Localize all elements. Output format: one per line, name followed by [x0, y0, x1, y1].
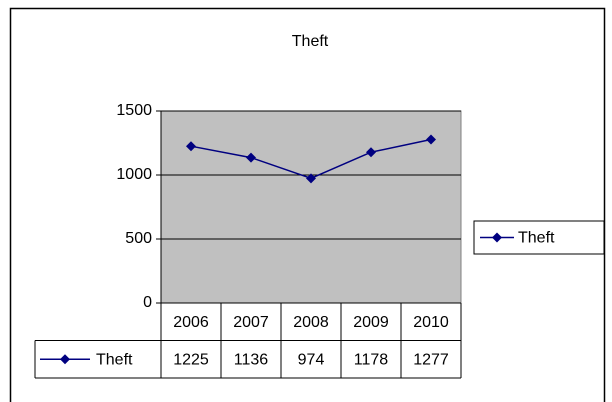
marker	[246, 152, 256, 163]
x-tick-label: 2007	[233, 314, 269, 331]
y-tick-label: 1000	[116, 166, 152, 183]
table-value: 1277	[413, 351, 449, 368]
marker	[426, 134, 436, 145]
table-value: 1225	[173, 351, 209, 368]
table-value: 1178	[354, 351, 389, 368]
x-tick-label: 2010	[413, 314, 449, 331]
plot-area	[160, 110, 462, 304]
marker	[492, 232, 502, 243]
marker	[306, 173, 316, 184]
table-value: 974	[298, 351, 325, 368]
y-tick-label: 0	[143, 294, 152, 311]
x-tick-label: 2008	[293, 314, 329, 331]
table-series-name: Theft	[96, 351, 133, 368]
x-tick-label: 2006	[173, 314, 209, 331]
y-tick-label: 1500	[116, 102, 152, 119]
legend-label: Theft	[518, 230, 555, 247]
chart-title: Theft	[292, 33, 329, 50]
marker	[186, 141, 196, 152]
x-tick-label: 2009	[353, 314, 389, 331]
marker	[60, 354, 70, 365]
marker	[366, 147, 376, 158]
table-value: 1136	[234, 351, 269, 368]
y-tick-label: 500	[125, 230, 152, 247]
